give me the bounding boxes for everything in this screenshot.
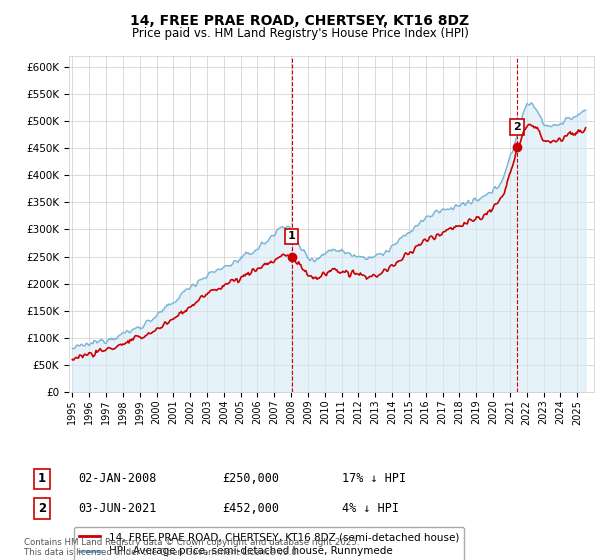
Text: 2: 2	[513, 122, 521, 132]
Legend: 14, FREE PRAE ROAD, CHERTSEY, KT16 8DZ (semi-detached house), HPI: Average price: 14, FREE PRAE ROAD, CHERTSEY, KT16 8DZ (…	[74, 527, 464, 560]
Text: 1: 1	[38, 472, 46, 486]
Text: 4% ↓ HPI: 4% ↓ HPI	[342, 502, 399, 515]
Text: Price paid vs. HM Land Registry's House Price Index (HPI): Price paid vs. HM Land Registry's House …	[131, 27, 469, 40]
Text: Contains HM Land Registry data © Crown copyright and database right 2025.
This d: Contains HM Land Registry data © Crown c…	[24, 538, 359, 557]
Text: £452,000: £452,000	[222, 502, 279, 515]
Text: 2: 2	[38, 502, 46, 515]
Text: 1: 1	[288, 231, 296, 241]
Text: 02-JAN-2008: 02-JAN-2008	[78, 472, 157, 486]
Text: 03-JUN-2021: 03-JUN-2021	[78, 502, 157, 515]
Text: £250,000: £250,000	[222, 472, 279, 486]
Text: 17% ↓ HPI: 17% ↓ HPI	[342, 472, 406, 486]
Text: 14, FREE PRAE ROAD, CHERTSEY, KT16 8DZ: 14, FREE PRAE ROAD, CHERTSEY, KT16 8DZ	[130, 14, 470, 28]
